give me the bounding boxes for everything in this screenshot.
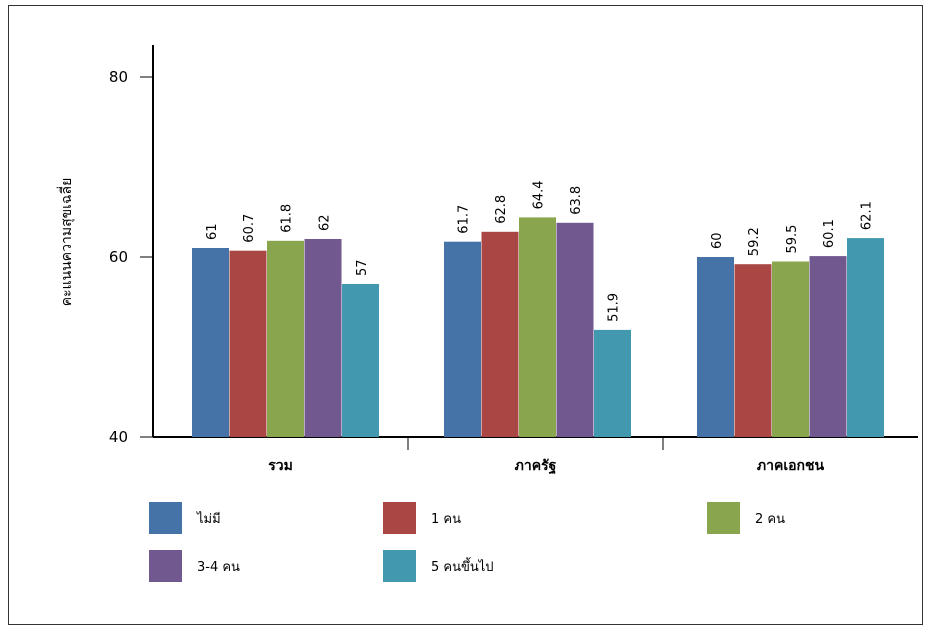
data-labels: 61 60.7 61.8 62 57 61.7 62.8 64.4 63.8 51.9 60 59.2… [205,180,875,321]
legend-item: 3-4 คน [149,550,240,582]
bar [481,231,519,437]
data-label: 61.8 [280,204,295,233]
bars [192,217,884,437]
data-label: 57 [355,259,370,276]
bar [229,250,267,437]
data-label: 51.9 [607,293,622,322]
data-label: 62 [317,214,332,231]
bar [847,238,884,437]
bar [734,264,772,437]
data-label: 60.1 [822,219,837,248]
data-label: 64.4 [532,180,547,209]
bar [697,257,734,437]
data-label: 62.1 [860,201,875,230]
bar [556,222,594,437]
data-label: 61 [205,223,220,240]
legend-label: 5 คนขึ้นไป [431,559,494,575]
y-tick-label: 60 [109,248,128,266]
bar [594,329,631,437]
data-label: 60 [710,232,725,249]
legend-item: 1 คน [383,502,461,534]
legend-item: 5 คนขึ้นไป [383,550,494,582]
bar [304,239,342,437]
data-label: 59.5 [785,225,800,254]
legend-item: 2 คน [707,502,785,534]
legend-label: 3-4 คน [197,559,240,575]
bar [267,240,304,437]
x-tick-label: รวม [268,458,293,474]
y-tick-label: 80 [109,68,128,86]
legend-swatch [707,502,740,534]
data-label: 61.7 [457,205,472,234]
data-label: 60.7 [242,214,257,243]
bar [342,284,379,437]
bar [809,256,847,437]
legend-swatch [383,502,416,534]
legend-label: 1 คน [431,511,461,527]
legend-swatch [383,550,416,582]
data-label: 62.8 [494,195,509,224]
bar [192,248,229,437]
legend-label: 2 คน [755,511,785,527]
data-label: 63.8 [569,186,584,215]
x-tick-label: ภาครัฐ [515,458,557,475]
data-label: 59.2 [747,227,762,256]
y-axis-label: คะแนนความสุขเฉลี่ย [57,178,75,307]
legend-swatch [149,550,182,582]
x-tick-label: ภาคเอกชน [757,458,825,474]
bar [772,261,809,437]
legend-label: ไม่มี [197,511,221,527]
legend-item: ไม่มี [149,502,221,534]
legend-swatch [149,502,182,534]
bar [519,217,556,437]
bar [444,241,481,437]
y-tick-label: 40 [109,428,128,446]
